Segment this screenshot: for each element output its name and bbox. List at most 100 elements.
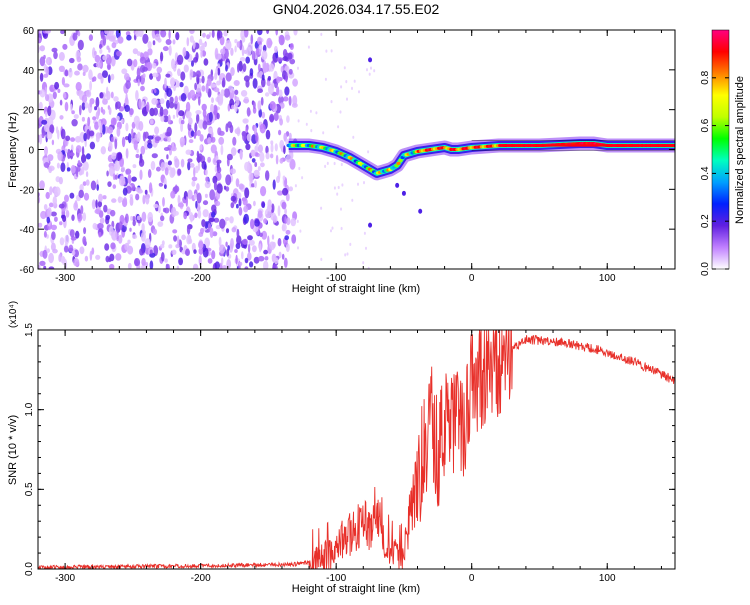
noise-speckle (185, 111, 192, 119)
noise-speckle (243, 49, 248, 55)
noise-speckle (280, 66, 284, 73)
noise-speckle (92, 116, 97, 121)
noise-speckle (86, 129, 91, 140)
colorbar-gradient (711, 29, 730, 270)
noise-speckle (236, 203, 239, 209)
noise-speckle (64, 101, 69, 112)
noise-speckle (213, 217, 220, 223)
noise-speckle (47, 154, 54, 162)
noise-speckle (251, 50, 256, 61)
noise-speckle (343, 66, 346, 70)
noise-speckle (208, 217, 215, 222)
noise-speckle (81, 116, 85, 122)
noise-speckle (367, 150, 370, 154)
noise-speckle (75, 81, 82, 92)
noise-speckle (55, 126, 59, 134)
noise-speckle (49, 124, 55, 134)
noise-speckle (141, 258, 146, 267)
noise-speckle (168, 45, 172, 56)
noise-speckle (257, 210, 263, 219)
noise-speckle (71, 214, 75, 221)
noise-speckle (373, 69, 376, 73)
noise-speckle (284, 216, 287, 225)
noise-speckle (210, 136, 216, 143)
noise-speckle (152, 228, 157, 235)
noise-speckle (54, 216, 58, 222)
noise-speckle (163, 147, 170, 151)
noise-speckle (156, 103, 162, 109)
noise-speckle (326, 161, 329, 165)
noise-speckle (288, 95, 292, 106)
noise-speckle (48, 252, 54, 264)
noise-speckle (196, 156, 202, 162)
noise-speckle (147, 211, 153, 223)
noise-speckle (190, 130, 195, 137)
noise-speckle (282, 96, 289, 102)
noise-speckle (132, 234, 138, 239)
noise-speckle (285, 72, 288, 83)
noise-speckle (263, 62, 269, 73)
noise-speckle (282, 187, 289, 196)
x-tick-label: 0 (469, 573, 475, 584)
y-tick-label: 0.5 (24, 482, 35, 496)
noise-speckle (125, 31, 131, 36)
noise-speckle (107, 181, 112, 188)
noise-speckle (82, 181, 87, 187)
noise-speckle (108, 165, 115, 177)
noise-speckle (151, 97, 158, 105)
noise-speckle (142, 194, 146, 205)
noise-speckle (267, 199, 272, 210)
noise-speckle (44, 146, 48, 156)
noise-speckle (249, 68, 254, 77)
noise-speckle (140, 231, 146, 242)
noise-speckle (214, 200, 221, 207)
noise-speckle (351, 198, 354, 202)
noise-speckle (199, 144, 203, 151)
noise-speckle (45, 57, 50, 65)
noise-speckle (106, 45, 110, 50)
noise-speckle (242, 63, 247, 72)
noise-speckle (91, 77, 95, 82)
noise-speckle (291, 234, 297, 244)
noise-speckle (99, 124, 103, 134)
noise-speckle (197, 209, 202, 219)
noise-speckle (278, 89, 283, 98)
noise-speckle (142, 73, 146, 78)
noise-speckle (169, 168, 175, 178)
noise-speckle (149, 73, 154, 80)
noise-speckle (48, 202, 54, 208)
noise-speckle (170, 190, 176, 199)
noise-speckle (226, 248, 230, 257)
isolated-blob (368, 57, 373, 63)
noise-speckle (264, 92, 270, 97)
noise-speckle (95, 199, 98, 208)
noise-speckle (171, 249, 177, 255)
noise-speckle (223, 185, 227, 190)
noise-speckle (76, 56, 82, 63)
noise-speckle (202, 32, 206, 38)
noise-speckle (60, 128, 66, 140)
noise-speckle (106, 170, 109, 177)
noise-speckle (169, 96, 174, 104)
noise-speckle (59, 237, 65, 246)
noise-speckle (237, 63, 240, 73)
noise-speckle (215, 225, 221, 230)
noise-speckle (236, 41, 241, 48)
noise-speckle (292, 78, 298, 87)
noise-speckle (89, 100, 93, 108)
y-tick-label: 1.5 (24, 323, 35, 337)
noise-speckle (260, 96, 264, 106)
snr-panel: -300 -200 -100 0 100 0.0 0.5 1.0 1.5 Height of s… (7, 301, 676, 595)
noise-speckle (168, 30, 171, 40)
noise-speckle (104, 243, 110, 251)
noise-speckle (238, 261, 243, 266)
noise-speckle (183, 85, 189, 96)
noise-speckle (333, 186, 336, 190)
figure-title: GN04.2026.034.17.55.E02 (273, 1, 440, 17)
noise-speckle (125, 93, 128, 103)
noise-speckle (176, 80, 180, 88)
noise-speckle (124, 104, 130, 112)
noise-speckle (283, 132, 288, 142)
noise-speckle (148, 182, 153, 194)
noise-speckle (267, 40, 273, 46)
